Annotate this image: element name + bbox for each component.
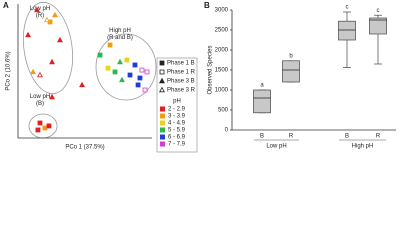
panel-label: B bbox=[204, 1, 210, 10]
legend-label: 6 - 6.9 bbox=[168, 135, 186, 141]
annotation-line: High pH bbox=[109, 28, 131, 34]
point bbox=[49, 93, 56, 100]
legend-swatch bbox=[160, 127, 165, 133]
point bbox=[52, 11, 58, 18]
annotation-line: (R and B) bbox=[107, 35, 133, 41]
legend-marker bbox=[159, 86, 165, 93]
point bbox=[135, 82, 141, 88]
point bbox=[119, 76, 125, 83]
legend-title: pH bbox=[173, 99, 181, 105]
point bbox=[56, 36, 63, 43]
y-tick-label: 1500 bbox=[215, 68, 229, 74]
y-axis-label: PCo 2 (10.6%) bbox=[6, 51, 12, 90]
y-tick-label: 3000 bbox=[215, 8, 229, 14]
cluster-ellipse bbox=[22, 1, 74, 95]
legend-swatch bbox=[160, 141, 165, 147]
significance-letter: b bbox=[289, 53, 293, 59]
box bbox=[369, 17, 387, 35]
legend-swatch bbox=[160, 134, 165, 140]
point bbox=[137, 75, 143, 81]
box bbox=[338, 20, 356, 41]
legend-marker bbox=[159, 77, 165, 84]
legend-label: Phase 1 R bbox=[167, 70, 196, 76]
point bbox=[43, 16, 50, 23]
point bbox=[37, 71, 43, 78]
point bbox=[42, 125, 48, 131]
y-tick-label: 500 bbox=[218, 108, 229, 114]
x-tick-label: B bbox=[345, 134, 349, 140]
annotation-line: Low pH bbox=[30, 94, 50, 100]
legend-label: Phase 3 R bbox=[167, 88, 196, 94]
point bbox=[46, 123, 52, 129]
point bbox=[124, 57, 130, 63]
point bbox=[30, 68, 36, 75]
legend-label: 5 - 5.9 bbox=[168, 128, 186, 134]
point bbox=[105, 65, 111, 71]
annotation: High pH (R and B) bbox=[107, 28, 133, 41]
point bbox=[79, 81, 86, 88]
x-tick-label: B bbox=[260, 134, 264, 140]
x-axis-label: PCo 1 (37.5%) bbox=[65, 145, 104, 151]
point bbox=[49, 58, 56, 65]
point bbox=[144, 69, 150, 75]
panel-label: A bbox=[3, 1, 9, 10]
x-tick-label: R bbox=[376, 134, 381, 140]
annotation-line: (R) bbox=[36, 13, 44, 19]
annotation: Low pH (B) bbox=[30, 94, 50, 107]
point bbox=[25, 31, 32, 38]
point bbox=[132, 62, 138, 68]
point bbox=[112, 69, 118, 75]
legend-label: 7 - 7.9 bbox=[168, 142, 186, 148]
point bbox=[97, 52, 103, 58]
annotation: Low pH (R) bbox=[30, 6, 50, 19]
y-tick-label: 1000 bbox=[215, 88, 229, 94]
x-tick-label: R bbox=[289, 134, 294, 140]
point bbox=[37, 120, 43, 126]
legend-swatch bbox=[160, 120, 165, 126]
legend-label: 3 - 3.9 bbox=[168, 114, 186, 120]
point bbox=[35, 127, 41, 133]
significance-letter: c bbox=[346, 5, 349, 11]
point bbox=[34, 6, 41, 13]
legend-swatch bbox=[160, 106, 165, 112]
y-axis-label: Observed Species bbox=[208, 45, 214, 94]
legend-swatch bbox=[160, 113, 165, 119]
cluster-ellipse bbox=[95, 33, 157, 101]
y-tick-label: 2500 bbox=[215, 28, 229, 34]
point bbox=[127, 72, 133, 78]
annotation-line: Low pH bbox=[30, 6, 50, 12]
significance-letter: a bbox=[260, 83, 264, 89]
annotation-line: (B) bbox=[36, 101, 44, 107]
y-tick-label: 0 bbox=[225, 128, 229, 134]
point bbox=[139, 67, 145, 73]
group-label: High pH bbox=[352, 144, 374, 150]
y-tick-label: 2000 bbox=[215, 48, 229, 54]
legend-marker bbox=[159, 60, 165, 66]
legend-label: Phase 1 B bbox=[167, 61, 195, 67]
legend-label: Phase 3 B bbox=[167, 79, 195, 85]
point bbox=[142, 87, 148, 93]
legend-label: 2 - 2.9 bbox=[168, 107, 186, 113]
legend-label: 4 - 4.9 bbox=[168, 121, 186, 127]
point bbox=[116, 58, 123, 65]
group-label: Low pH bbox=[266, 144, 286, 150]
significance-letter: c bbox=[377, 8, 380, 14]
legend-marker bbox=[159, 69, 165, 75]
figure: A B PCo 1 (37.5%)PCo 2 (10.6%)Low pH (R)H… bbox=[3, 1, 396, 153]
box bbox=[253, 89, 271, 114]
box bbox=[282, 60, 300, 83]
point bbox=[107, 42, 113, 48]
